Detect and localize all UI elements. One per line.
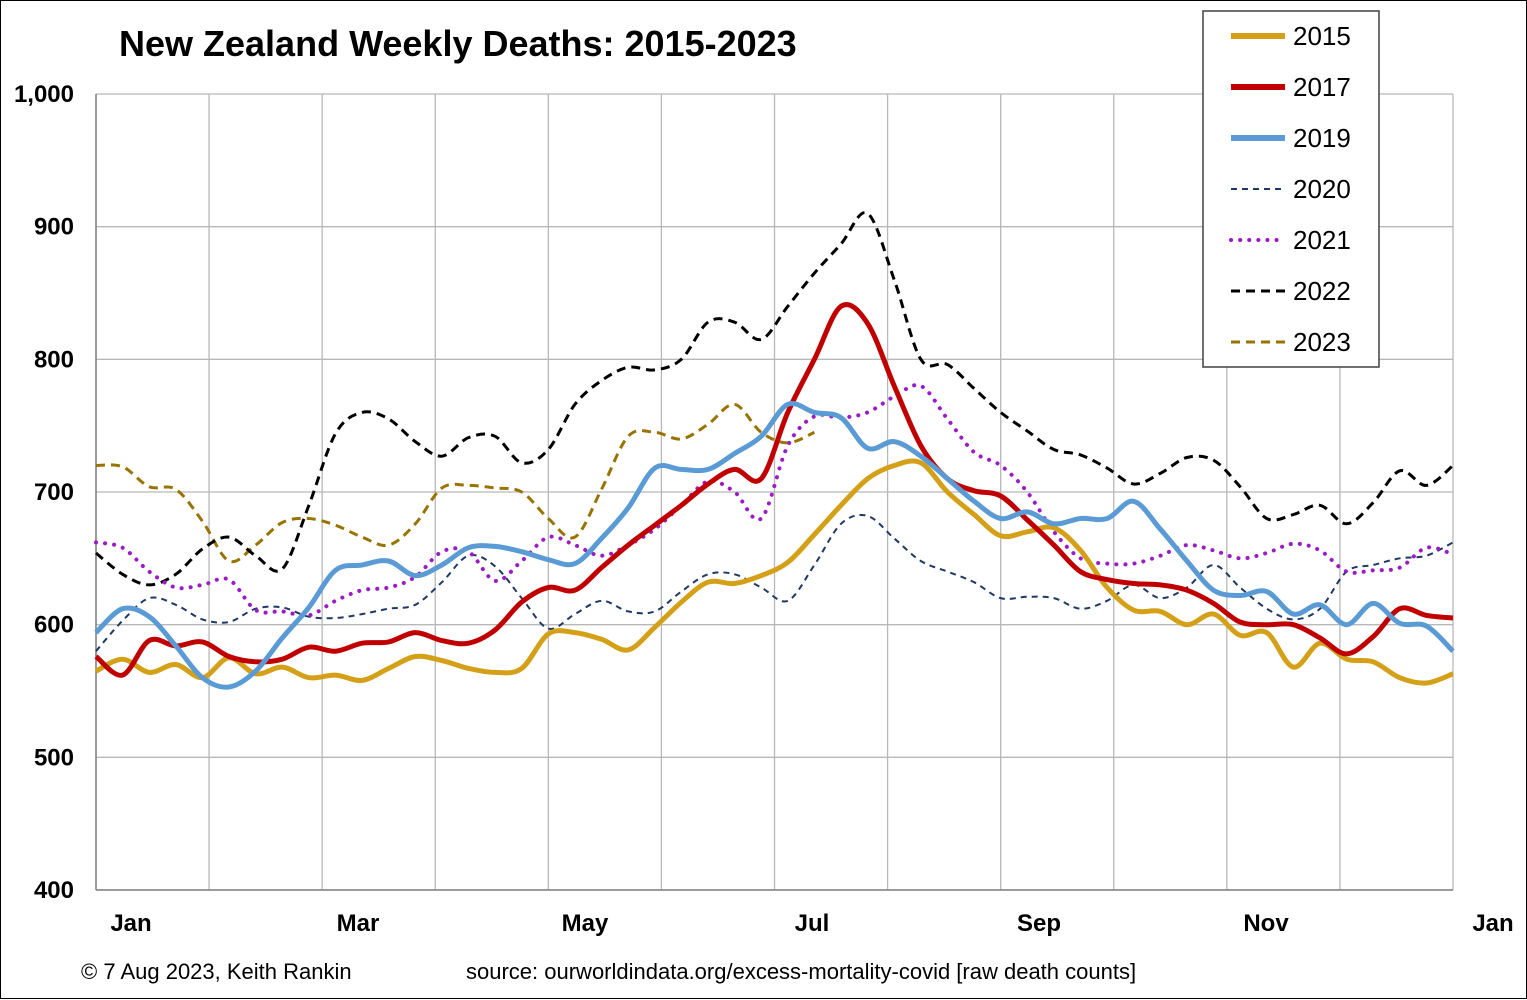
legend-label-2022: 2022 (1293, 276, 1351, 306)
y-axis-tick-labels: 400 500 600 700 800 900 1,000 (14, 81, 74, 904)
source-note: source: ourworldindata.org/excess-mortal… (466, 959, 1136, 984)
legend-label-2023: 2023 (1293, 327, 1351, 357)
gridlines (95, 93, 1454, 891)
series-line-2020 (95, 513, 1454, 652)
x-tick-label: May (562, 910, 609, 937)
y-tick-label: 800 (34, 346, 74, 373)
x-tick-label: Nov (1243, 910, 1289, 937)
y-tick-label: 1,000 (14, 81, 74, 108)
x-tick-label: Sep (1017, 910, 1061, 937)
legend-label-2015: 2015 (1293, 21, 1351, 51)
legend-label-2020: 2020 (1293, 174, 1351, 204)
series-line-2023 (95, 402, 816, 564)
series-line-2019 (94, 401, 1455, 690)
x-axis-tick-labels: Jan Mar May Jul Sep Nov Jan (110, 910, 1513, 937)
y-tick-label: 500 (34, 744, 74, 771)
series-line-2015 (94, 458, 1454, 686)
legend-label-2017: 2017 (1293, 72, 1351, 102)
x-tick-label: Jul (795, 910, 830, 937)
series-line-2017 (94, 302, 1454, 678)
legend-label-2021: 2021 (1293, 225, 1351, 255)
copyright-note: © 7 Aug 2023, Keith Rankin (81, 959, 352, 984)
chart-title: New Zealand Weekly Deaths: 2015-2023 (119, 23, 797, 64)
x-tick-label: Mar (337, 910, 380, 937)
x-tick-label: Jan (110, 910, 151, 937)
y-tick-label: 700 (34, 479, 74, 506)
series-line-2022 (95, 211, 1454, 587)
series-line-2021 (94, 383, 1455, 618)
y-tick-label: 400 (34, 877, 74, 904)
data-series (94, 211, 1455, 690)
legend: 2015 2017 2019 2020 2021 2022 2023 (1202, 10, 1380, 368)
x-tick-label: Jan (1472, 910, 1513, 937)
y-tick-label: 600 (34, 612, 74, 639)
legend-box (1202, 10, 1380, 368)
legend-label-2019: 2019 (1293, 123, 1351, 153)
y-tick-label: 900 (34, 214, 74, 241)
